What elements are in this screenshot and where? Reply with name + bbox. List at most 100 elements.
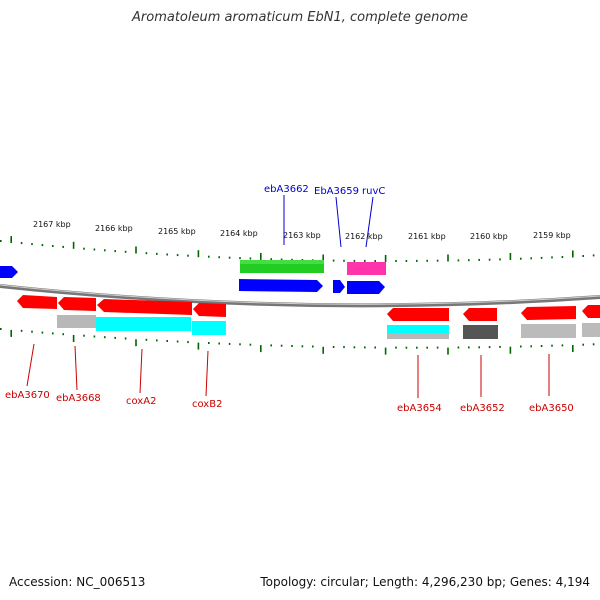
minor-tick: [468, 259, 470, 262]
minor-tick: [31, 330, 33, 333]
minor-tick: [364, 346, 366, 349]
minor-tick: [374, 260, 376, 262]
minor-tick: [332, 346, 335, 348]
major-tick: [135, 339, 137, 347]
major-tick: [10, 329, 12, 337]
tick-label: 2161 kbp: [408, 232, 446, 241]
map-title: Aromatoleum aromaticum EbN1, complete ge…: [132, 10, 468, 25]
gray-gene: [521, 324, 576, 338]
minor-tick: [582, 255, 584, 257]
minor-tick: [166, 340, 168, 342]
major-tick: [197, 250, 200, 258]
minor-tick: [249, 257, 252, 260]
leader-line: [74, 345, 78, 391]
major-tick: [72, 335, 75, 342]
minor-tick: [332, 259, 335, 262]
minor-tick: [291, 258, 293, 261]
minor-tick: [0, 328, 2, 330]
minor-tick: [166, 253, 168, 256]
minor-tick: [488, 258, 491, 261]
major-tick: [322, 254, 324, 262]
minor-tick: [31, 243, 33, 246]
minor-tick: [218, 342, 220, 345]
bottom-genes: [17, 295, 600, 339]
gene-arrow-reverse: [58, 297, 96, 311]
minor-tick: [291, 345, 293, 347]
cyan-gene: [96, 317, 191, 331]
trna-gene: [347, 262, 386, 275]
gene-label-ebA3652: ebA3652: [460, 403, 505, 414]
tick-label: 2159 kbp: [533, 231, 571, 240]
major-tick: [260, 252, 262, 260]
minor-tick: [114, 336, 116, 339]
bottom-tick-row: [0, 328, 595, 355]
gene-arrow-forward: [347, 281, 385, 294]
tick-labels: 2167 kbp 2166 kbp 2165 kbp 2164 kbp 2163…: [33, 220, 571, 241]
minor-tick: [0, 240, 2, 242]
top-gene-labels: ebA3662 EbA3659 ruvC: [264, 184, 385, 248]
major-tick: [10, 236, 12, 244]
minor-tick: [540, 256, 543, 259]
tick-label: 2165 kbp: [158, 227, 196, 236]
minor-tick: [499, 345, 501, 348]
minor-tick: [218, 256, 220, 259]
gene-label-coxA2: coxA2: [126, 396, 156, 407]
tick-label: 2160 kbp: [470, 232, 508, 241]
minor-tick: [249, 343, 252, 346]
rrna-gene-shade: [240, 260, 324, 264]
minor-tick: [52, 332, 54, 335]
minor-tick: [228, 256, 231, 259]
minor-tick: [551, 256, 553, 259]
gene-label-ebA3650: ebA3650: [529, 403, 574, 414]
minor-tick: [114, 250, 116, 253]
minor-tick: [592, 343, 595, 346]
minor-tick: [93, 335, 96, 338]
minor-tick: [395, 346, 397, 349]
major-tick: [72, 241, 75, 249]
gene-arrow-reverse: [193, 303, 226, 317]
minor-tick: [592, 254, 595, 257]
minor-tick: [457, 259, 460, 262]
minor-tick: [156, 252, 158, 255]
minor-tick: [343, 346, 345, 349]
minor-tick: [62, 333, 64, 336]
minor-tick: [83, 334, 85, 337]
gene-arrow-reverse: [521, 306, 576, 320]
major-tick: [322, 346, 324, 354]
major-tick: [572, 345, 574, 352]
minor-tick: [468, 346, 470, 349]
tick-label: 2166 kbp: [95, 224, 133, 233]
gray-gene: [387, 333, 449, 339]
minor-tick: [104, 249, 106, 252]
minor-tick: [124, 337, 127, 340]
minor-tick: [457, 346, 460, 349]
gene-arrow-reverse: [97, 299, 192, 315]
major-tick: [509, 346, 512, 354]
minor-tick: [20, 329, 23, 332]
minor-tick: [416, 259, 418, 262]
major-tick: [135, 246, 137, 254]
minor-tick: [374, 346, 376, 349]
cyan-gene: [387, 325, 449, 333]
genome-backbone-highlight: [0, 284, 600, 305]
tick-label: 2164 kbp: [220, 229, 258, 238]
minor-tick: [176, 254, 179, 257]
minor-tick: [353, 259, 356, 262]
gene-label-ebA3654: ebA3654: [397, 403, 442, 414]
tick-label: 2162 kbp: [345, 232, 383, 241]
minor-tick: [520, 257, 522, 260]
darkgray-gene: [463, 325, 498, 339]
gene-arrow-reverse: [387, 308, 449, 321]
major-tick: [447, 254, 449, 262]
minor-tick: [551, 344, 553, 347]
minor-tick: [426, 346, 428, 349]
minor-tick: [478, 258, 480, 261]
gene-arrow-reverse: [17, 295, 57, 309]
minor-tick: [208, 255, 210, 258]
gene-arrow-forward: [0, 266, 18, 278]
minor-tick: [62, 245, 64, 248]
minor-tick: [270, 344, 272, 347]
minor-tick: [436, 259, 439, 262]
gene-label-ebA3662: ebA3662: [264, 184, 309, 195]
major-tick: [260, 345, 262, 353]
